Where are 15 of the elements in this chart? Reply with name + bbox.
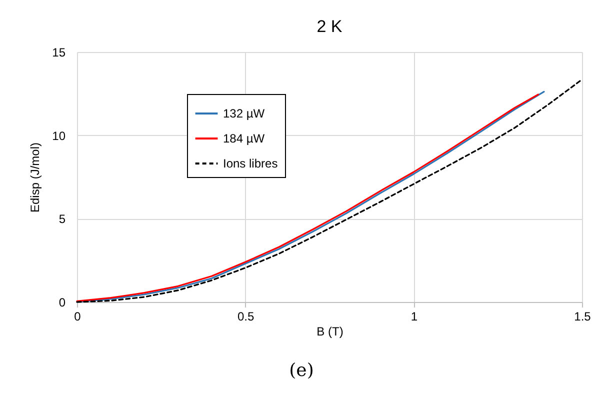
y-tick-label: 10	[52, 128, 66, 143]
x-tick-label: 1	[410, 310, 418, 324]
y-tick-label: 5	[58, 212, 66, 226]
y-axis-title: Edisp (J/mol)	[28, 142, 42, 213]
legend-label: 132 µW	[223, 106, 266, 120]
x-axis-title: B (T)	[316, 324, 344, 338]
legend-label: 184 µW	[223, 132, 266, 146]
x-tick-label: 0	[74, 310, 82, 324]
chart-title: 2 K	[316, 17, 343, 36]
y-tick-label: 15	[52, 46, 66, 60]
legend-label: Ions libres	[223, 156, 278, 170]
x-tick-label: 0.5	[237, 310, 254, 324]
text: (e)	[288, 360, 315, 381]
y-tick-label: 0	[58, 296, 66, 310]
x-tick-label: 1.5	[574, 310, 592, 324]
